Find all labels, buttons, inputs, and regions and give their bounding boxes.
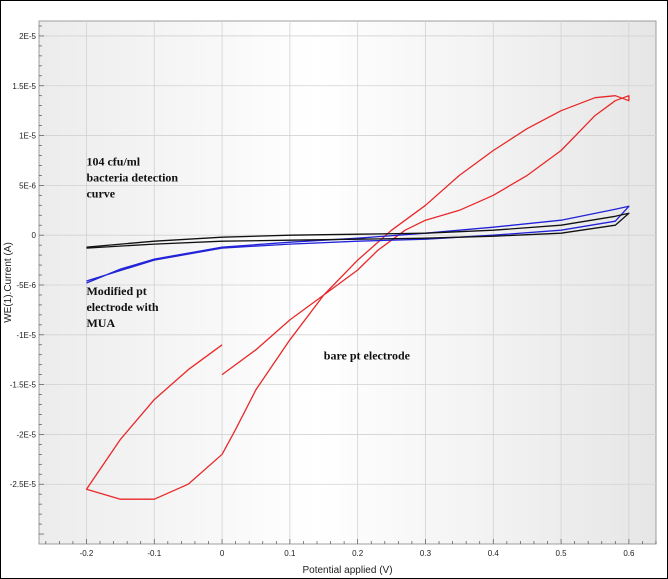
x-tick-label: -0.2	[80, 549, 94, 558]
y-tick-label: 5E-6	[19, 181, 36, 190]
x-tick-label: 0.4	[488, 549, 500, 558]
y-tick-label: -1E-5	[16, 331, 36, 340]
annotation-2-line-0: bare pt electrode	[324, 349, 411, 363]
plot-area	[38, 20, 657, 545]
x-tick-label: -0.1	[147, 549, 161, 558]
annotation-0-line-2: curve	[86, 186, 115, 200]
y-tick-label: -2E-5	[16, 430, 36, 439]
y-axis-label: WE(1).Current (A)	[3, 242, 14, 323]
x-tick-label: 0.1	[284, 549, 296, 558]
y-tick-label: 1.5E-5	[12, 82, 36, 91]
x-tick-label: 0.3	[420, 549, 432, 558]
grid	[39, 21, 656, 544]
series-line-0	[85, 95, 630, 500]
annotation-1-line-1: electrode with	[86, 300, 158, 314]
y-tick-label: 0	[32, 231, 37, 240]
y-tick-label: -2.5E-5	[10, 480, 37, 489]
x-tick-label: 0.5	[556, 549, 568, 558]
x-axis-label: Potential applied (V)	[302, 565, 392, 576]
x-tick-label: 0.6	[623, 549, 635, 558]
annotation-1-line-2: MUA	[86, 316, 115, 330]
series-line-2	[86, 212, 630, 249]
annotation-0-line-1: bacteria detection	[86, 170, 178, 184]
y-tick-label: -1.5E-5	[10, 381, 37, 390]
annotations: 104 cfu/ml bacteria detection curve Modifie…	[86, 154, 410, 362]
annotation-0-line-0: 104 cfu/ml	[86, 154, 140, 168]
x-tick-label: 0.2	[352, 549, 364, 558]
y-tick-label: 1E-5	[19, 132, 36, 141]
x-tick-label: 0	[220, 549, 225, 558]
series-line-1	[86, 205, 630, 284]
y-tick-label: -5E-6	[16, 281, 36, 290]
annotation-1-line-0: Modified pt	[86, 284, 146, 298]
ticks: -0.2 -0.1 0 0.1 0.2 0.3 0.4 0.5 0.6 2E-5 1.5E-5 1E-…	[10, 25, 657, 558]
series-layer	[85, 95, 630, 500]
y-tick-label: 2E-5	[19, 32, 36, 41]
